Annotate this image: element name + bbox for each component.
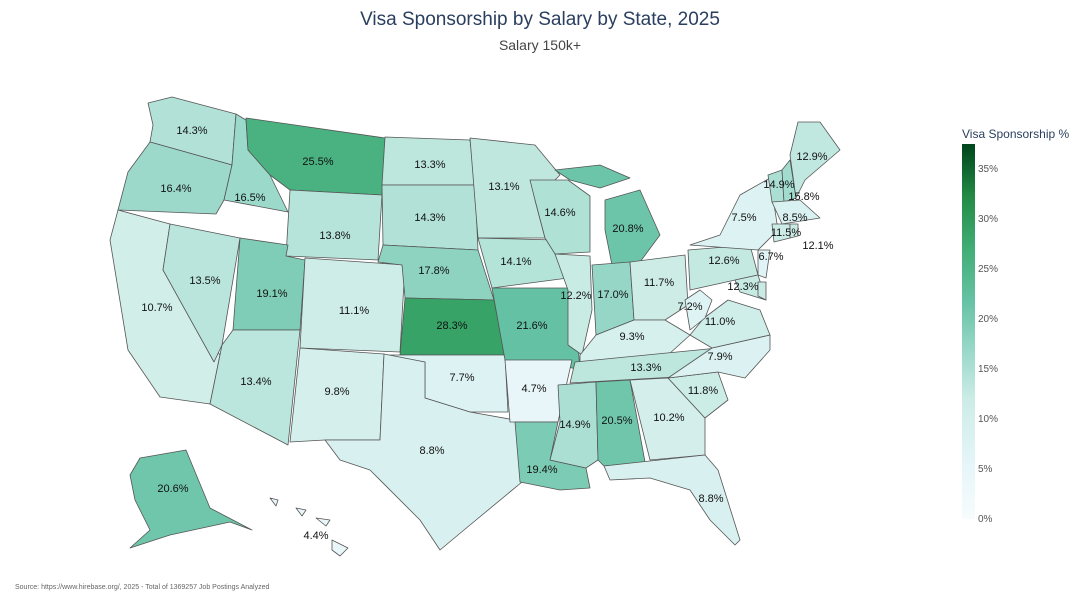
- state-label-id: 16.5%: [234, 192, 265, 204]
- state-label-me: 12.9%: [796, 151, 827, 163]
- legend-tick: 30%: [978, 214, 999, 225]
- state-label-co: 11.1%: [339, 305, 370, 317]
- state-label-ms: 14.9%: [559, 419, 590, 431]
- state-la: [514, 421, 591, 491]
- legend-tick: 25%: [978, 264, 999, 275]
- state-wv: [684, 289, 713, 331]
- state-hi: [269, 497, 349, 557]
- state-label-ut: 19.1%: [256, 288, 287, 300]
- state-ma: [771, 199, 821, 225]
- state-label-pa: 12.6%: [708, 255, 739, 267]
- state-label-il: 12.2%: [560, 290, 591, 302]
- state-nv: [162, 223, 241, 363]
- state-wy: [285, 189, 383, 261]
- state-nj: [757, 249, 771, 279]
- state-label-in: 17.0%: [597, 289, 628, 301]
- state-label-al: 20.5%: [601, 415, 632, 427]
- state-me: [789, 121, 841, 199]
- state-label-nd: 13.3%: [414, 159, 445, 171]
- state-label-mo: 21.6%: [516, 320, 547, 332]
- legend-tick: 15%: [978, 364, 999, 375]
- chart-title: Visa Sponsorship by Salary by State, 202…: [360, 9, 720, 30]
- state-label-mt: 25.5%: [302, 156, 333, 168]
- states-layer: [109, 96, 841, 557]
- state-oh: [629, 254, 689, 321]
- chart-subtitle: Salary 150k+: [498, 37, 582, 53]
- state-label-nh: 15.8%: [788, 191, 819, 203]
- state-label-wv: 7.2%: [677, 301, 702, 313]
- legend-tick: 20%: [978, 314, 999, 325]
- state-label-wi: 14.6%: [544, 207, 575, 219]
- state-label-wy: 13.8%: [319, 230, 350, 242]
- state-label-ok: 7.7%: [449, 372, 474, 384]
- state-label-ct: 11.5%: [771, 227, 802, 239]
- state-wi: [529, 179, 591, 255]
- source-note: Source: https://www.hirebase.org/, 2025 …: [15, 584, 270, 591]
- legend-tick: 10%: [978, 414, 999, 425]
- state-fl: [603, 454, 741, 546]
- colorbar: [962, 144, 975, 519]
- state-label-ma: 8.5%: [782, 212, 807, 224]
- state-label-sd: 14.3%: [414, 212, 445, 224]
- state-label-nv: 13.5%: [189, 275, 220, 287]
- legend-title: Visa Sponsorship %: [962, 127, 1070, 141]
- state-label-wa: 14.3%: [176, 125, 207, 137]
- state-label-sc: 11.8%: [688, 385, 719, 397]
- labels-layer: 14.3% 16.4% 10.7% 13.5% 16.5% 25.5% 13.8% 19.1%…: [141, 125, 833, 542]
- legend-tick: 5%: [978, 464, 993, 475]
- state-label-nc: 7.9%: [707, 351, 732, 363]
- state-label-ks: 28.3%: [436, 320, 467, 332]
- state-az: [209, 329, 301, 446]
- state-label-oh: 11.7%: [644, 277, 675, 289]
- state-label-ny: 7.5%: [731, 212, 756, 224]
- state-label-ar: 4.7%: [521, 383, 546, 395]
- state-label-mn: 13.1%: [488, 181, 519, 193]
- state-label-va: 11.0%: [705, 316, 736, 328]
- state-label-vt: 14.9%: [763, 179, 794, 191]
- state-label-ky: 9.3%: [619, 331, 644, 343]
- state-de: [757, 281, 767, 301]
- state-label-ia: 14.1%: [500, 256, 531, 268]
- state-label-mi: 20.8%: [612, 223, 643, 235]
- state-label-tn: 13.3%: [630, 362, 661, 374]
- state-label-ca: 10.7%: [141, 302, 172, 314]
- state-ri: [789, 223, 799, 239]
- state-ak: [129, 449, 253, 549]
- legend-tick: 0%: [978, 514, 993, 525]
- state-label-az: 13.4%: [240, 376, 271, 388]
- state-label-ri: 12.1%: [802, 240, 833, 252]
- state-label-ga: 10.2%: [653, 412, 684, 424]
- state-label-hi: 4.4%: [303, 530, 328, 542]
- state-label-fl: 8.8%: [698, 493, 723, 505]
- legend-tick: 35%: [978, 164, 999, 175]
- state-label-nm: 9.8%: [324, 386, 349, 398]
- state-label-or: 16.4%: [160, 183, 191, 195]
- state-label-md: 12.3%: [727, 281, 758, 293]
- state-ga: [629, 377, 706, 461]
- state-label-ne: 17.8%: [418, 265, 449, 277]
- state-label-nj: 6.7%: [758, 251, 783, 263]
- state-label-ak: 20.6%: [157, 483, 188, 495]
- state-label-la: 19.4%: [526, 464, 557, 476]
- state-label-tx: 8.8%: [419, 445, 444, 457]
